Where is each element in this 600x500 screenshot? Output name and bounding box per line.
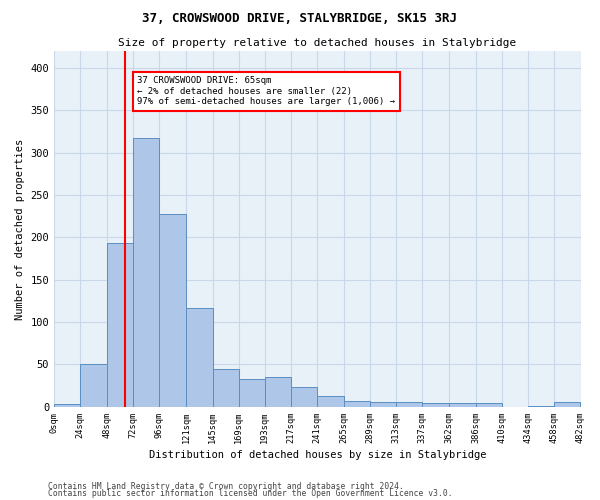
X-axis label: Distribution of detached houses by size in Stalybridge: Distribution of detached houses by size … [149,450,486,460]
Bar [317,396,344,406]
Bar [370,402,396,406]
Text: 37, CROWSWOOD DRIVE, STALYBRIDGE, SK15 3RJ: 37, CROWSWOOD DRIVE, STALYBRIDGE, SK15 3… [143,12,458,26]
Title: Size of property relative to detached houses in Stalybridge: Size of property relative to detached ho… [118,38,517,48]
Bar [422,404,449,406]
Bar [133,138,159,406]
Bar [212,368,239,406]
Text: Contains public sector information licensed under the Open Government Licence v3: Contains public sector information licen… [48,489,452,498]
Bar [291,387,317,406]
Text: Contains HM Land Registry data © Crown copyright and database right 2024.: Contains HM Land Registry data © Crown c… [48,482,404,491]
Bar [80,364,107,406]
Bar [186,308,212,406]
Bar [54,404,80,406]
Bar [107,244,133,406]
Bar [265,377,291,406]
Bar [396,402,422,406]
Bar [159,214,186,406]
Bar [239,379,265,406]
Bar [449,404,476,406]
Bar [554,402,580,406]
Bar [476,404,502,406]
Text: 37 CROWSWOOD DRIVE: 65sqm
← 2% of detached houses are smaller (22)
97% of semi-d: 37 CROWSWOOD DRIVE: 65sqm ← 2% of detach… [137,76,395,106]
Bar [344,401,370,406]
Y-axis label: Number of detached properties: Number of detached properties [15,138,25,320]
